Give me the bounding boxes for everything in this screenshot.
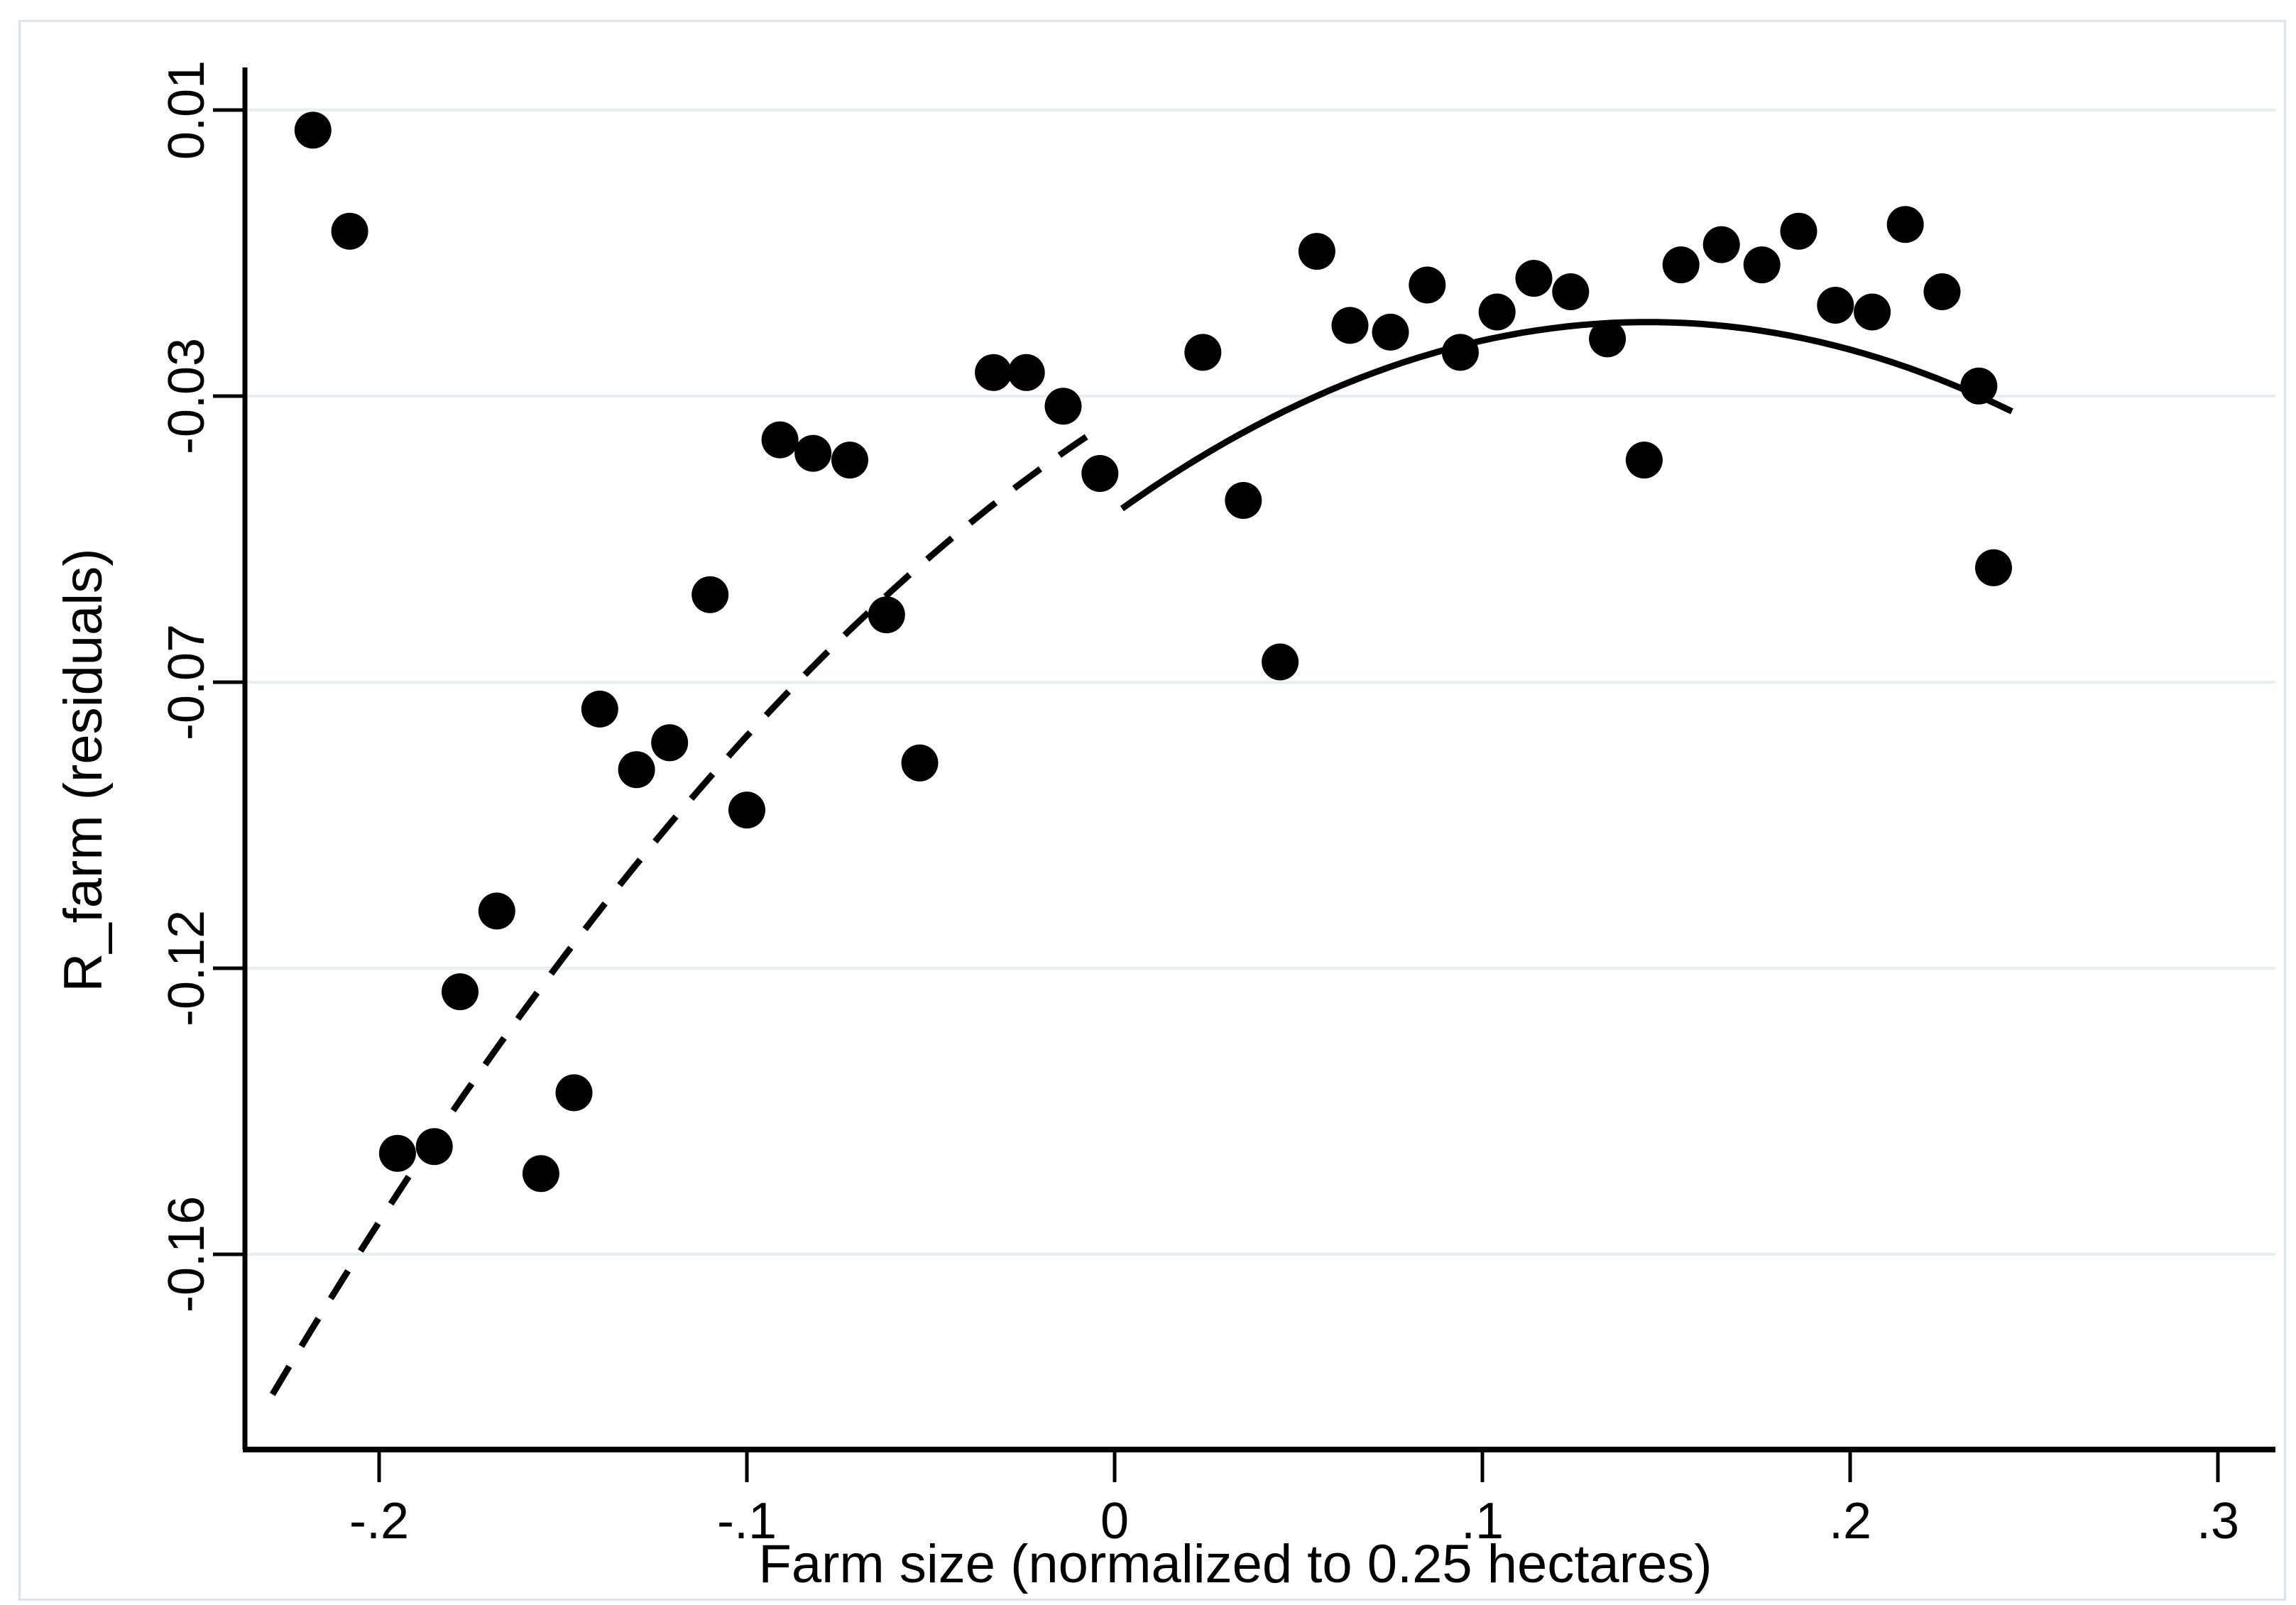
- x-tick-label: -.1: [717, 1493, 777, 1550]
- data-point: [1923, 273, 1961, 310]
- data-point: [1225, 482, 1262, 519]
- data-point: [691, 576, 729, 613]
- data-point: [1515, 260, 1553, 297]
- data-point: [1441, 334, 1479, 371]
- data-point: [1854, 293, 1891, 331]
- data-point: [294, 111, 332, 149]
- data-point: [1817, 287, 1854, 324]
- x-tick-label: 0: [1100, 1493, 1129, 1550]
- data-point: [794, 434, 832, 472]
- y-axis-title: R_farm (residuals): [53, 548, 114, 992]
- data-point: [1372, 313, 1409, 351]
- y-tick-label: -0.12: [158, 910, 215, 1026]
- data-point: [1478, 293, 1516, 331]
- data-point: [1298, 233, 1335, 270]
- data-point: [1262, 643, 1299, 681]
- data-point: [618, 751, 655, 789]
- data-point: [1702, 226, 1740, 263]
- data-point: [651, 724, 689, 762]
- y-tick-label: 0.01: [158, 60, 215, 160]
- data-point: [831, 442, 868, 479]
- data-point: [1886, 206, 1924, 243]
- x-tick-label: .2: [1829, 1493, 1871, 1550]
- data-point: [415, 1128, 453, 1166]
- data-point: [581, 690, 618, 728]
- y-tick-label: -0.16: [158, 1196, 215, 1313]
- data-point: [1743, 246, 1781, 284]
- y-tick-label: -0.07: [158, 624, 215, 740]
- data-point: [1960, 367, 1998, 405]
- data-point: [331, 212, 368, 250]
- x-tick-label: .1: [1461, 1493, 1504, 1550]
- data-point: [1409, 266, 1446, 304]
- fit-line-solid: [1120, 319, 2013, 512]
- data-point: [378, 1134, 416, 1172]
- data-point: [901, 744, 939, 782]
- x-axis-title: Farm size (normalized to 0.25 hectares): [758, 1534, 1712, 1594]
- data-point: [975, 354, 1012, 391]
- x-tick-label: -.2: [349, 1493, 409, 1550]
- data-point: [522, 1155, 559, 1193]
- data-point: [1552, 273, 1590, 310]
- data-point: [1780, 212, 1817, 250]
- data-point: [1589, 320, 1627, 358]
- data-point: [1081, 455, 1119, 492]
- data-point: [1331, 307, 1369, 344]
- data-point: [1975, 549, 2012, 586]
- data-point: [1007, 354, 1045, 391]
- data-point: [761, 421, 799, 459]
- data-point: [728, 791, 765, 829]
- data-point: [868, 596, 905, 634]
- data-point: [1662, 246, 1700, 284]
- data-point: [1184, 334, 1222, 371]
- data-point: [442, 973, 479, 1011]
- data-point: [555, 1074, 593, 1112]
- data-point: [1625, 442, 1663, 479]
- y-tick-label: -0.03: [158, 338, 215, 454]
- data-point: [1044, 388, 1082, 425]
- x-tick-label: .3: [2197, 1493, 2239, 1550]
- data-point: [478, 892, 515, 930]
- fit-line-dashed: [269, 424, 1102, 1396]
